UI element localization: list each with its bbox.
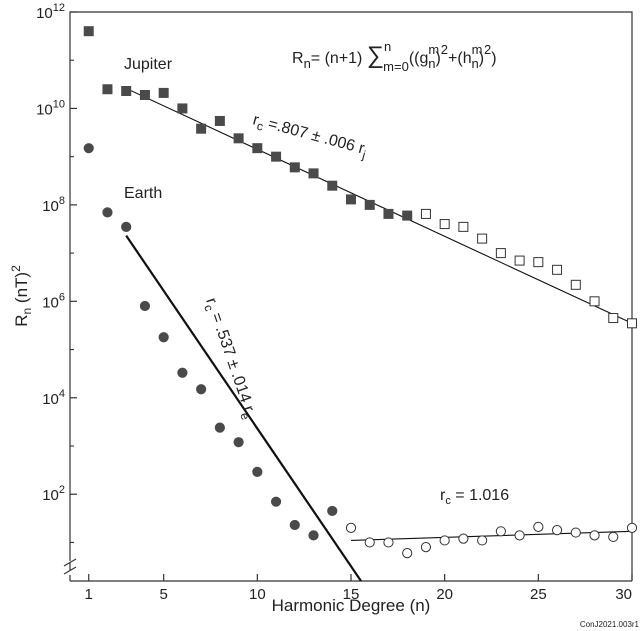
earth-point	[289, 519, 300, 531]
jupiter-point	[289, 162, 300, 173]
jupiter-point	[83, 26, 94, 37]
x-tick-label: 20	[436, 586, 453, 603]
jupiter-point	[552, 264, 563, 275]
jupiter-point	[139, 89, 150, 100]
y-tick-label: 1012	[36, 2, 65, 22]
data-marks	[83, 26, 638, 559]
y-tick-label: 102	[42, 484, 65, 504]
x-tick-label: 5	[159, 586, 167, 603]
earth-point	[139, 300, 151, 312]
jupiter-point	[252, 143, 263, 154]
earth-point	[121, 221, 132, 232]
y-tick-label: 106	[42, 291, 65, 311]
jupiter-point	[364, 199, 375, 210]
earth-point	[270, 496, 282, 507]
earth-point	[477, 535, 488, 546]
jupiter-point	[570, 279, 581, 290]
earth-point	[608, 531, 619, 543]
axis-break-mark	[63, 558, 77, 581]
earth-point	[233, 437, 244, 448]
y-tick-label: 104	[42, 388, 65, 408]
jupiter-point	[439, 219, 450, 230]
earth-point	[308, 530, 319, 541]
earth-point	[177, 367, 188, 378]
earth-point	[252, 466, 263, 478]
fit-line-earth	[125, 235, 362, 582]
earth-point	[551, 525, 563, 536]
earth-label: Earth	[124, 185, 162, 202]
y-axis-title: Rn (nT)2	[9, 265, 34, 327]
jupiter-point	[177, 103, 188, 114]
fit-line-earth	[350, 530, 633, 541]
earth-flat-fit-label: rc = 1.016	[440, 487, 509, 507]
earth-point	[495, 526, 506, 537]
jupiter-point	[327, 180, 338, 191]
y-ticks: 102 104 106 108 1010 1012	[36, 2, 77, 543]
x-tick-label: 30	[615, 586, 632, 603]
x-tick-label: 1	[85, 586, 93, 603]
fit-lines	[125, 87, 633, 582]
x-tick-label: 25	[530, 586, 547, 603]
earth-point	[214, 422, 225, 433]
jupiter-point	[233, 133, 244, 144]
earth-point	[196, 384, 207, 395]
jupiter-point	[196, 123, 207, 134]
jupiter-point	[271, 151, 282, 162]
y-tick-label: 1010	[36, 98, 65, 118]
earth-point	[439, 535, 450, 546]
jupiter-point	[308, 168, 319, 179]
x-ticks: 1 5 10 15 20 25 30	[85, 574, 633, 603]
jupiter-point	[158, 87, 169, 98]
earth-point	[570, 527, 581, 538]
fit-line-jupiter	[125, 87, 633, 324]
jupiter-point	[383, 208, 394, 219]
jupiter-point	[402, 210, 413, 221]
jupiter-point	[514, 255, 525, 266]
figure-credit: ConJ2021.003r1	[579, 620, 639, 629]
jupiter-point	[346, 194, 356, 205]
x-tick-label: 15	[343, 586, 360, 603]
earth-point	[402, 548, 413, 559]
earth-point	[83, 143, 94, 154]
earth-point	[420, 541, 432, 553]
formula: Rn= (n+1) ∑n m=0((gm n)2+(hm n)2)	[292, 39, 497, 74]
earth-point	[327, 505, 338, 517]
jupiter-point	[627, 318, 637, 329]
earth-point	[626, 522, 638, 534]
earth-point	[589, 530, 600, 541]
earth-point	[345, 522, 357, 534]
jupiter-point	[495, 248, 506, 259]
jupiter-point	[214, 115, 225, 126]
earth-point	[102, 207, 113, 218]
earth-point	[514, 530, 525, 541]
jupiter-point	[102, 84, 113, 95]
y-tick-label: 108	[42, 195, 65, 215]
jupiter-point	[477, 233, 488, 244]
jupiter-point	[608, 313, 619, 324]
jupiter-point	[458, 221, 469, 232]
jupiter-point	[420, 208, 431, 219]
earth-point	[458, 533, 469, 544]
earth-point	[364, 537, 375, 548]
jupiter-label: Jupiter	[124, 56, 173, 73]
earth-point	[533, 521, 544, 532]
jupiter-point	[589, 296, 600, 307]
jupiter-point	[533, 257, 544, 268]
earth-point	[158, 332, 169, 343]
jupiter-point	[121, 85, 132, 96]
earth-point	[383, 537, 394, 548]
x-axis-title: Harmonic Degree (n)	[272, 596, 431, 615]
x-tick-label: 10	[249, 586, 266, 603]
